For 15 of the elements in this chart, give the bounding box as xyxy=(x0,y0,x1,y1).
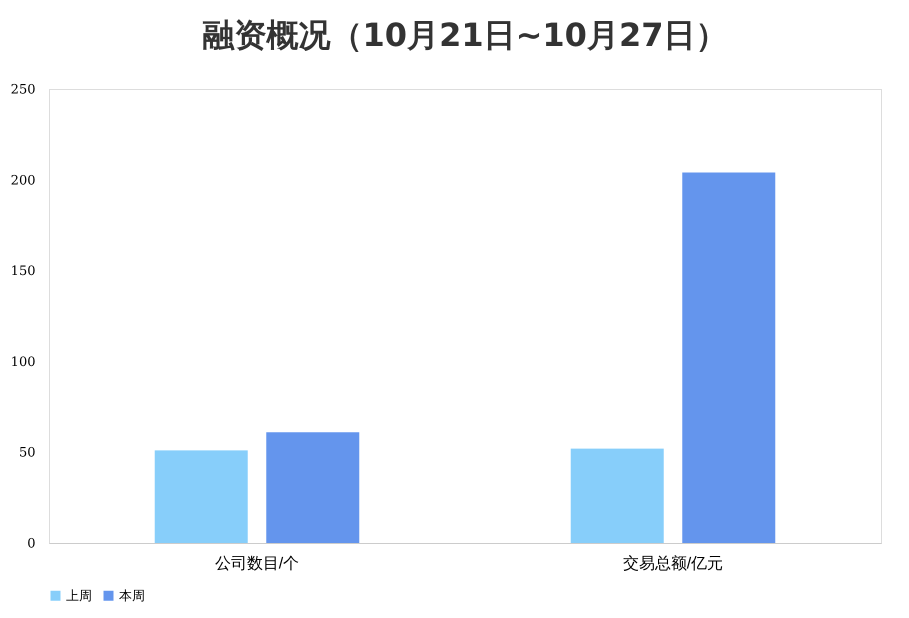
y-tick-label: 0 xyxy=(27,536,36,552)
x-tick-label: 交易总额/亿元 xyxy=(622,554,724,572)
y-tick-label: 200 xyxy=(10,173,36,188)
y-tick-label: 150 xyxy=(10,264,36,280)
y-tick-label: 50 xyxy=(18,446,36,461)
chart-title: 融资概况（10月21日~10月27日） xyxy=(202,16,728,54)
bar xyxy=(266,432,360,543)
legend-label: 上周 xyxy=(66,588,92,604)
legend-label: 本周 xyxy=(119,588,145,604)
y-tick-label: 250 xyxy=(10,82,36,98)
bar xyxy=(570,448,664,543)
bar xyxy=(682,172,776,543)
bar xyxy=(154,450,248,543)
y-tick-label: 100 xyxy=(10,354,36,370)
x-tick-label: 公司数目/个 xyxy=(214,554,300,572)
